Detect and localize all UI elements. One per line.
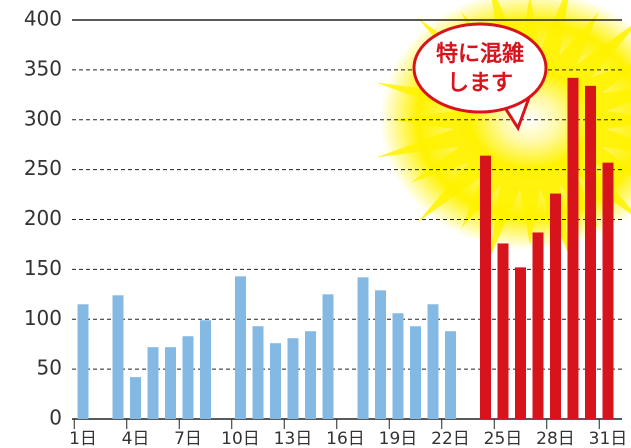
bar (393, 313, 404, 419)
bar (270, 343, 281, 419)
x-tick-label: 13日 (274, 429, 313, 448)
bar (375, 290, 386, 419)
x-tick-label: 25日 (484, 429, 523, 448)
bar (78, 304, 89, 419)
x-tick-label: 16日 (326, 429, 365, 448)
bar (428, 304, 439, 419)
y-tick-label: 400 (24, 7, 62, 31)
callout-text: 特に混雑 (436, 41, 524, 67)
bar (358, 277, 369, 419)
y-tick-label: 0 (49, 406, 62, 430)
x-tick-label: 22日 (431, 429, 470, 448)
y-tick-label: 300 (24, 106, 62, 130)
x-tick-label: 31日 (589, 429, 628, 448)
bar (183, 336, 194, 419)
x-tick-label: 19日 (379, 429, 418, 448)
bar (165, 347, 176, 419)
y-tick-label: 200 (24, 206, 62, 230)
bar (480, 156, 491, 419)
y-tick-label: 150 (24, 256, 62, 280)
bar (113, 295, 124, 419)
chart: 0 50 100 150 200 250 300 350 400 1日 4日 7日 10日 13日 16日 1… (0, 0, 631, 448)
x-tick-label: 7日 (174, 429, 202, 448)
bar (200, 320, 211, 419)
bar (148, 347, 159, 419)
bar (410, 326, 421, 419)
bar (568, 78, 579, 419)
y-tick-label: 100 (24, 306, 62, 330)
bar (253, 326, 264, 419)
bar (235, 276, 246, 419)
x-tick-label: 1日 (69, 429, 97, 448)
x-tick-label: 28日 (536, 429, 575, 448)
bar (515, 267, 526, 419)
bar (603, 163, 614, 419)
y-tick-label: 350 (24, 56, 62, 80)
callout-text: します (447, 71, 513, 96)
bar (305, 331, 316, 419)
bar (498, 243, 509, 419)
bar (585, 86, 596, 419)
y-tick-label: 50 (37, 356, 62, 380)
bar (130, 377, 141, 419)
y-tick-label: 250 (24, 156, 62, 180)
callout-bubble (414, 24, 546, 112)
callout-join (505, 96, 525, 98)
bar (288, 338, 299, 419)
bar (445, 331, 456, 419)
bar (550, 194, 561, 419)
bar (323, 294, 334, 419)
x-tick-label: 4日 (122, 429, 150, 448)
x-tick-label: 10日 (221, 429, 260, 448)
bar (533, 232, 544, 419)
